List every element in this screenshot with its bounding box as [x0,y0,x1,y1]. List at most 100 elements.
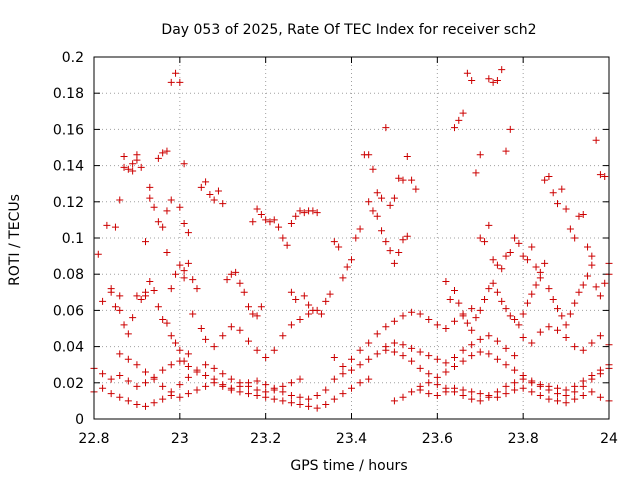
data-point [575,288,583,296]
data-point [451,124,458,132]
data-point [545,172,553,180]
data-point [150,375,158,383]
data-point [416,364,424,372]
data-point [253,377,261,385]
data-point [240,288,248,296]
data-point [442,359,450,367]
data-point [579,382,587,390]
data-point [489,279,497,287]
data-point [300,292,308,300]
data-point [588,339,596,347]
data-point [545,395,553,403]
data-point [468,395,476,403]
data-point [579,391,587,399]
data-point [532,263,540,271]
data-point [305,310,313,318]
x-tick-label: 24 [600,431,618,447]
data-point [515,239,523,247]
data-point [554,305,561,313]
data-point [150,286,158,294]
data-point [592,283,600,291]
data-point [511,352,519,360]
data-point [180,274,188,282]
data-point [116,292,124,300]
data-point [373,330,381,338]
data-point [519,310,527,318]
data-point [159,149,167,157]
data-point [189,310,197,318]
data-point [296,401,304,409]
data-point [184,350,192,358]
data-point [167,285,175,293]
data-point [549,189,557,197]
x-tick-label: 23.6 [422,431,453,447]
data-point [408,357,416,365]
data-point [322,297,330,305]
data-point [356,379,364,387]
data-point [172,69,180,77]
data-point [442,368,450,376]
data-point [596,332,604,340]
data-point [197,183,205,191]
data-point [373,212,381,220]
data-point [451,286,458,294]
data-point [176,346,184,354]
data-point [571,234,579,242]
data-point [270,346,278,354]
data-point [245,390,252,398]
axis-ticks: 22.8 23 23.2 23.4 23.6 23.8 24 0 0.02 0.04 0.06 0.0… [53,50,618,447]
data-point [176,261,184,269]
data-point [403,232,411,240]
data-point [502,390,510,398]
data-point [601,279,609,287]
data-point [493,355,501,363]
grid-lines [94,57,609,419]
data-point [210,364,218,372]
data-point [390,348,398,356]
data-point [159,395,167,403]
data-point [433,355,441,363]
data-point [210,343,218,351]
data-point [107,390,115,398]
data-point [111,303,119,311]
x-tick-label: 22.8 [78,431,109,447]
data-point [382,238,390,246]
data-point [317,310,325,318]
data-point [129,314,137,322]
data-point [382,346,390,354]
data-point [245,337,252,345]
data-point [227,270,235,278]
data-point [339,370,347,378]
data-point [120,153,128,161]
data-point [356,225,364,233]
data-point [262,381,270,389]
data-point [519,334,527,342]
data-point [184,390,192,398]
data-point [459,346,467,354]
data-point [536,268,544,276]
data-point [373,350,381,358]
data-point [523,256,531,264]
data-point [584,272,592,280]
data-point [142,368,149,376]
data-point [554,390,561,398]
data-point [210,196,218,204]
y-tick-label: 0.06 [53,303,84,319]
data-point [468,77,476,85]
data-point [163,248,171,256]
data-point [236,379,244,387]
x-tick-label: 23 [171,431,189,447]
data-point [116,196,124,204]
data-point [227,375,235,383]
data-point [528,243,536,251]
data-point [172,339,180,347]
data-point [575,212,583,220]
data-point [416,310,424,318]
data-point [596,292,604,300]
data-point [245,303,252,311]
data-point [408,344,416,352]
data-point [322,386,330,394]
data-point [511,315,519,323]
data-point [287,391,295,399]
data-point [365,375,373,383]
